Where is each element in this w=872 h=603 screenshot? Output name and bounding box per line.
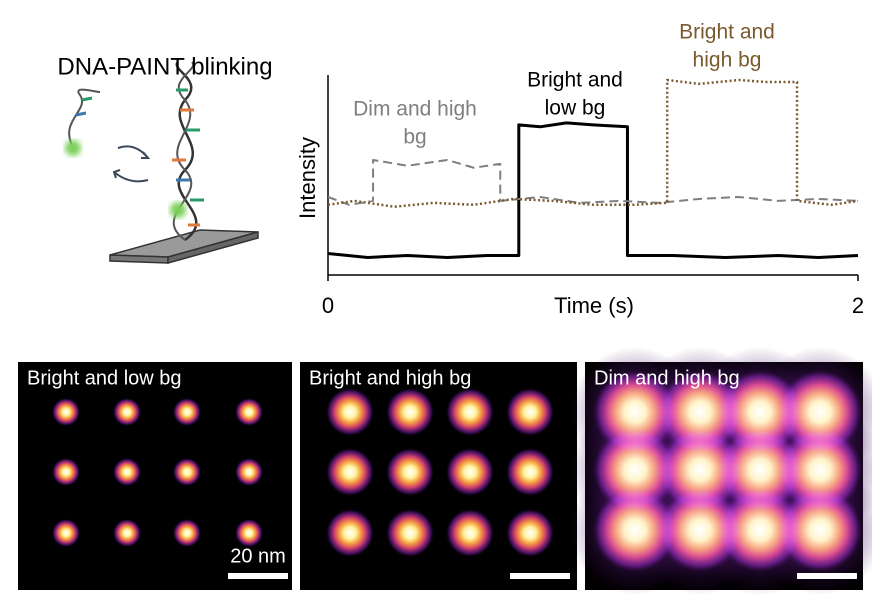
series-line xyxy=(327,158,859,206)
scale-bar xyxy=(510,573,570,579)
spot xyxy=(52,519,80,547)
spot xyxy=(446,388,494,436)
spot xyxy=(446,448,494,496)
spot xyxy=(326,448,374,496)
spot xyxy=(446,509,494,557)
dna-illustration xyxy=(65,61,259,264)
spot xyxy=(658,428,742,512)
annotation: Bright and xyxy=(527,69,623,92)
illustration-title: DNA-PAINT blinking xyxy=(57,53,272,80)
spot xyxy=(506,448,554,496)
annotation: high bg xyxy=(693,49,762,72)
spot xyxy=(52,458,80,486)
spot xyxy=(506,388,554,436)
image-panel: Dim and high bg xyxy=(570,347,872,595)
spot xyxy=(718,488,802,572)
panel-title: Dim and high bg xyxy=(594,367,740,389)
panel-title: Bright and high bg xyxy=(309,367,471,389)
spot xyxy=(658,370,742,454)
spot xyxy=(778,488,862,572)
spot xyxy=(593,488,677,572)
spot xyxy=(506,509,554,557)
spot xyxy=(386,509,434,557)
spot xyxy=(658,488,742,572)
series-line xyxy=(327,121,859,259)
spot xyxy=(173,458,201,486)
spot xyxy=(235,519,263,547)
spot xyxy=(386,388,434,436)
scale-bar xyxy=(228,573,288,579)
image-panel: Bright and low bg 20 nm xyxy=(18,362,292,590)
spot xyxy=(235,458,263,486)
spot xyxy=(326,388,374,436)
spot xyxy=(113,458,141,486)
x-tick-label: 0 xyxy=(322,293,334,318)
spot xyxy=(778,370,862,454)
panel-title: Bright and low bg xyxy=(27,367,182,389)
spot xyxy=(593,370,677,454)
image-panel: Bright and high bg xyxy=(300,362,577,590)
annotation: Bright and xyxy=(679,21,775,44)
spot xyxy=(173,519,201,547)
spot xyxy=(113,398,141,426)
annotation: bg xyxy=(403,126,426,149)
spot xyxy=(593,428,677,512)
spot xyxy=(173,398,201,426)
scale-bar xyxy=(797,573,857,579)
spot xyxy=(386,448,434,496)
spot xyxy=(718,428,802,512)
annotation: Dim and high xyxy=(353,98,477,121)
x-tick-label: 2 xyxy=(852,293,864,318)
spot xyxy=(235,398,263,426)
y-axis-label: Intensity xyxy=(295,137,320,219)
spot xyxy=(113,519,141,547)
spot xyxy=(718,370,802,454)
spot xyxy=(778,428,862,512)
series-line xyxy=(327,78,859,208)
scale-bar-label: 20 nm xyxy=(230,545,286,567)
spot xyxy=(326,509,374,557)
spot xyxy=(52,398,80,426)
x-axis-label: Time (s) xyxy=(554,293,634,318)
annotation: low bg xyxy=(545,97,606,120)
